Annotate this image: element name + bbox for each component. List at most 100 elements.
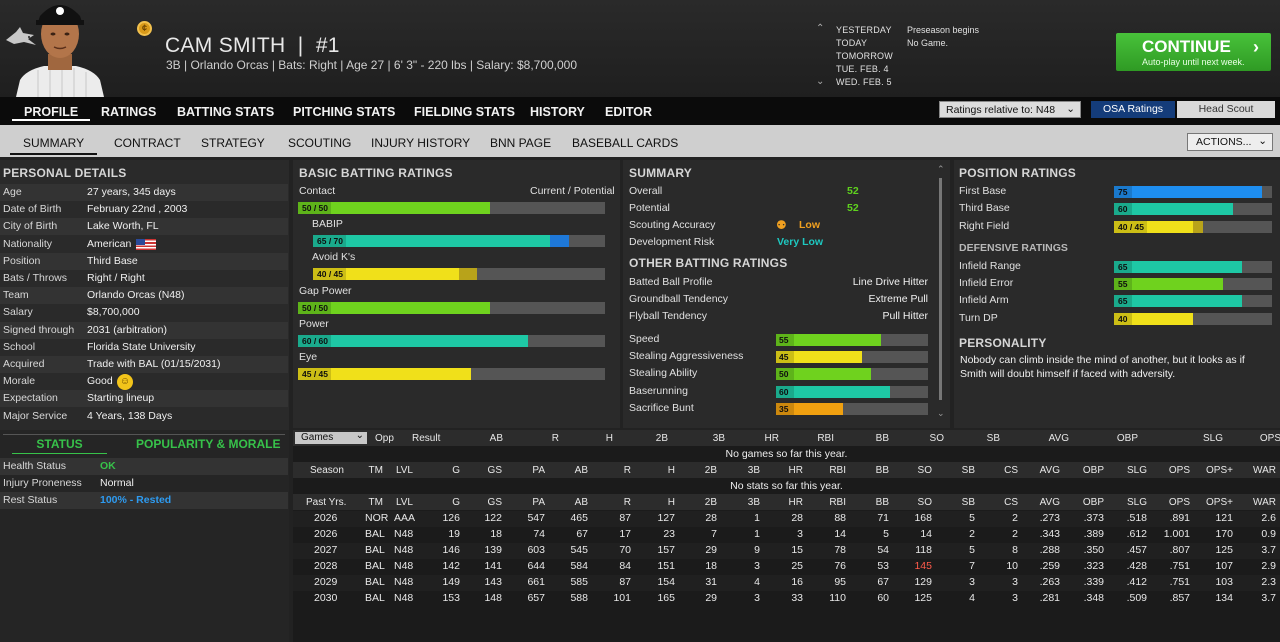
baserunning-fill	[776, 385, 890, 398]
stats-cell: .288	[1039, 544, 1060, 556]
tab-summary[interactable]: SUMMARY	[10, 136, 98, 155]
status-row: Health Status OK	[0, 458, 288, 475]
games-select[interactable]: Games ⌄	[295, 430, 367, 444]
continue-sublabel: Auto-play until next week.	[1142, 57, 1245, 67]
tab-baseball-cards[interactable]: BASEBALL CARDS	[572, 136, 679, 150]
tab-status[interactable]: STATUS	[12, 437, 107, 454]
summary-value: 52	[847, 202, 859, 214]
osa-ratings-button[interactable]: OSA Ratings	[1091, 101, 1175, 118]
calendar-dates: ⌃ ⌄ YESTERDAY TODAY TOMORROW TUE. FEB. 4…	[816, 23, 1116, 93]
personal-row: Morale Good ☺	[0, 373, 288, 391]
tab-scouting[interactable]: SCOUTING	[288, 136, 352, 150]
stats-cell: 151	[657, 560, 675, 572]
stats-cell: 584	[570, 560, 588, 572]
date-wed: WED. FEB. 5	[836, 77, 892, 87]
position-bar-value-tag: 60	[1114, 203, 1132, 216]
stats-cell: 644	[527, 560, 545, 572]
stats-cell: BAL	[365, 560, 385, 572]
batting-bar-value-tag: 65 / 70	[313, 235, 346, 248]
tab-bnn-page[interactable]: BNN PAGE	[490, 136, 552, 150]
other-batting-title: OTHER BATTING RATINGS	[629, 256, 788, 270]
date-tomorrow: TOMORROW	[836, 51, 893, 61]
position-bar: 75	[1114, 186, 1272, 198]
head-scout-button[interactable]: Head Scout	[1177, 101, 1275, 118]
tab-popularity-morale[interactable]: POPULARITY & MORALE	[136, 437, 281, 451]
stats-cell: 84	[619, 560, 631, 572]
other-key: Groundball Tendency	[629, 293, 729, 305]
past-col-header: SB	[961, 497, 975, 508]
tab-editor[interactable]: EDITOR	[605, 105, 652, 119]
tab-contract[interactable]: CONTRACT	[114, 136, 181, 150]
past-col-header: R	[623, 497, 631, 508]
ratings-relative-select[interactable]: Ratings relative to: N48 ⌄	[939, 101, 1081, 118]
basic-batting-title: BASIC BATTING RATINGS	[299, 166, 453, 180]
stats-cell: BAL	[365, 592, 385, 604]
stats-cell: 95	[834, 576, 846, 588]
stats-cell: 31	[705, 576, 717, 588]
tab-fielding-stats[interactable]: FIELDING STATS	[414, 105, 515, 119]
stats-cell: 465	[570, 512, 588, 524]
games-col-header: 2B	[655, 433, 668, 444]
defense-key: Infield Range	[959, 260, 1021, 272]
tab-profile[interactable]: PROFILE	[12, 105, 91, 121]
stats-cell: 10	[1006, 560, 1018, 572]
past-col-header: OPS+	[1206, 497, 1233, 508]
stats-cell: 87	[619, 512, 631, 524]
player-info-line: 3B | Orlando Orcas | Bats: Right | Age 2…	[166, 58, 578, 72]
defense-bar: 40	[1114, 312, 1272, 325]
season-col-header: AB	[574, 465, 588, 476]
stats-cell: BAL	[365, 544, 385, 556]
stats-cell: 2028	[314, 560, 338, 572]
actions-dropdown[interactable]: ACTIONS... ⌄	[1187, 133, 1273, 151]
stats-cell: 16	[791, 576, 803, 588]
games-col-header: AVG	[1048, 433, 1069, 444]
stats-cell: 14	[834, 528, 846, 540]
stats-cell: 125	[1215, 544, 1233, 556]
season-col-header: 2B	[704, 465, 717, 476]
stats-cell: 2027	[314, 544, 338, 556]
player-header: ¢ CAM SMITH | #1 3B | Orlando Orcas | Ba…	[0, 0, 1280, 97]
tab-ratings[interactable]: RATINGS	[101, 105, 157, 119]
games-col-header: 3B	[712, 433, 725, 444]
player-number: #1	[315, 34, 340, 57]
season-col-header: SLG	[1126, 465, 1147, 476]
personal-value: Right / Right	[87, 272, 145, 284]
stats-cell: BAL	[365, 528, 385, 540]
chevron-down-icon[interactable]: ⌄	[816, 76, 825, 87]
stats-cell: 71	[877, 512, 889, 524]
position-bar: 60	[1114, 203, 1272, 216]
chevron-up-icon[interactable]: ⌃	[816, 23, 825, 34]
past-col-header: G	[452, 497, 460, 508]
stats-cell: 107	[1215, 560, 1233, 572]
date-today: TODAY	[836, 38, 868, 48]
stats-cell: .412	[1126, 576, 1147, 588]
stats-cell: .428	[1126, 560, 1147, 572]
tab-injury-history[interactable]: INJURY HISTORY	[371, 136, 471, 150]
tab-pitching-stats[interactable]: PITCHING STATS	[293, 105, 396, 119]
stats-cell: 2	[969, 528, 975, 540]
tab-batting-stats[interactable]: BATTING STATS	[177, 105, 275, 119]
games-col-header: Result	[412, 433, 441, 444]
continue-button[interactable]: CONTINUE Auto-play until next week. ›	[1116, 33, 1271, 71]
stats-cell: 5	[969, 512, 975, 524]
position-bar: 40 / 45	[1114, 220, 1272, 233]
stats-cell: 657	[527, 592, 545, 604]
sub-tabs: SUMMARY CONTRACT STRATEGY SCOUTING INJUR…	[0, 125, 1280, 157]
personal-key: Signed through	[3, 323, 75, 336]
past-col-header: WAR	[1253, 497, 1276, 508]
tab-strategy[interactable]: STRATEGY	[201, 136, 265, 150]
defense-bar-value-tag: 40	[1114, 312, 1132, 325]
stats-cell: 125	[914, 592, 932, 604]
tab-history[interactable]: HISTORY	[530, 105, 585, 119]
personal-value: 2031 (arbitration)	[87, 323, 167, 336]
coin-icon[interactable]: ¢	[137, 21, 152, 36]
binoculars-icon: ⚉	[776, 218, 787, 232]
stats-cell: 603	[527, 544, 545, 556]
summary-scrollbar[interactable]: ⌃ ⌄	[937, 164, 945, 418]
past-col-header: SLG	[1126, 497, 1147, 508]
stats-row	[293, 591, 1280, 607]
season-col-header: R	[623, 465, 631, 476]
stats-cell: 2.6	[1261, 512, 1276, 524]
position-bar-current-fill	[1114, 186, 1263, 198]
